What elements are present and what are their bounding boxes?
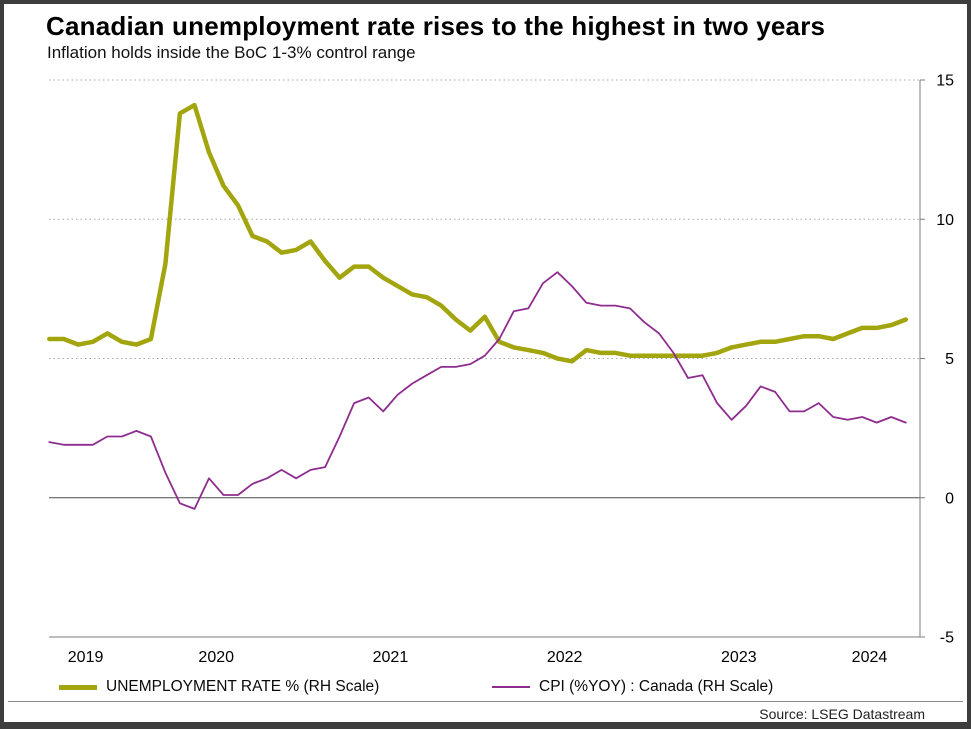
source-text: Source: LSEG Datastream [759, 706, 925, 722]
x-tick-label: 2019 [68, 649, 104, 666]
x-tick-label: 2023 [721, 649, 757, 666]
legend-label-cpi: CPI (%YOY) : Canada (RH Scale) [539, 678, 774, 695]
source-footer: Source: LSEG Datastream [8, 701, 963, 722]
cpi-line-swatch [492, 686, 530, 688]
chart-plot-area: 15 10 5 0 -5 2019 2020 2021 2022 2023 2024 [47, 73, 954, 666]
x-tick-label: 2020 [198, 649, 234, 666]
legend-label-unemployment: UNEMPLOYMENT RATE % (RH Scale) [106, 678, 380, 695]
legend-item-cpi: CPI (%YOY) : Canada (RH Scale) [492, 678, 773, 696]
x-tick-label: 2024 [852, 649, 888, 666]
y-tick-label: 10 [936, 212, 954, 229]
y-tick-label: -5 [940, 630, 954, 647]
y-tick-label: 0 [945, 490, 954, 507]
y-tick-label: 5 [945, 351, 954, 368]
legend-item-unemployment: UNEMPLOYMENT RATE % (RH Scale) [59, 678, 379, 696]
y-tick-label: 15 [936, 73, 954, 90]
x-tick-label: 2021 [373, 649, 409, 666]
cpi-line [48, 271, 907, 510]
unemployment-line-swatch [59, 684, 97, 690]
chart-subtitle: Inflation holds inside the BoC 1-3% cont… [47, 43, 416, 62]
x-tick-label: 2022 [547, 649, 583, 666]
unemployment-rate-line [47, 102, 909, 364]
chart-title: Canadian unemployment rate rises to the … [46, 11, 826, 41]
